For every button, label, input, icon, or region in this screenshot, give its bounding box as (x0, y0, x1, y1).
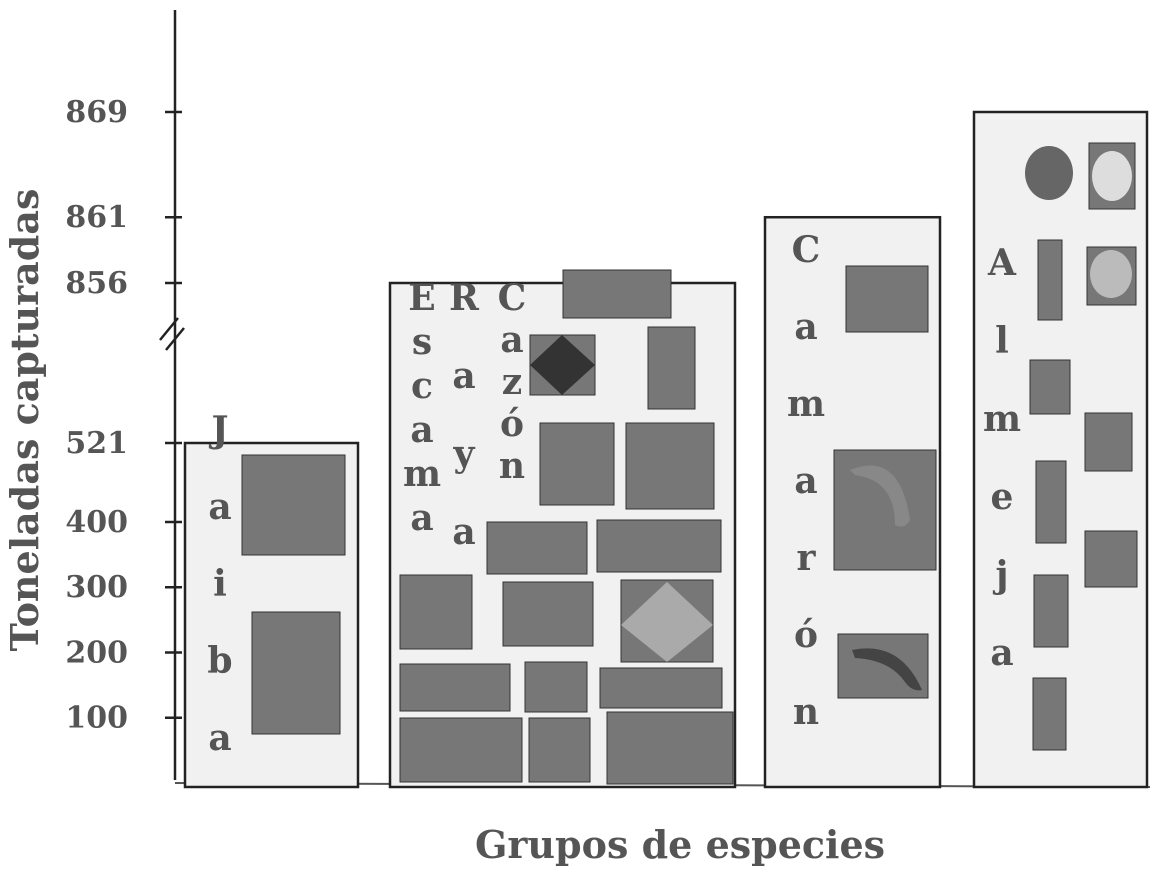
shrimp-photo (852, 648, 922, 691)
shrimp-photo (850, 465, 910, 527)
clam-photo (1084, 530, 1138, 588)
bar-label-letter: i (213, 563, 227, 605)
fish-photo (562, 269, 672, 319)
y-tick-label: 861 (65, 200, 128, 235)
bar-label-letter: J (208, 409, 228, 451)
ray-photo (621, 582, 713, 662)
clam-photo (1032, 677, 1067, 751)
ray-photo (539, 422, 615, 506)
shark-photo (606, 711, 734, 785)
bar-label-letter: b (207, 640, 232, 682)
y-axis-title: Toneladas capturadas (2, 189, 47, 652)
y-tick-label: 521 (65, 426, 128, 461)
bar-label-letter: a (990, 632, 1013, 674)
bar-label-letter: a (452, 511, 475, 553)
shrimp-photo (833, 449, 937, 571)
ray-photo (528, 717, 591, 783)
bar-label-letter: s (412, 321, 432, 363)
clam-photo (1033, 574, 1069, 648)
clam-photo (1035, 460, 1067, 544)
shark-photo (599, 667, 723, 709)
clam-photo (1029, 359, 1071, 415)
fish-photo (502, 581, 594, 647)
fish-photo (399, 574, 473, 650)
bar-label-letter: m (403, 453, 441, 495)
bar-label-letter: m (983, 398, 1021, 440)
bar-label-letter: z (502, 361, 522, 403)
bar-label-letter: A (987, 242, 1017, 284)
shark-photo (596, 519, 722, 573)
axis-break-mark (159, 317, 179, 341)
ray-photo (647, 326, 696, 410)
bar-label-letter: n (499, 445, 525, 487)
clam-photo (1092, 151, 1132, 201)
bar-label-letter: j (992, 554, 1008, 596)
bar-label-letter: c (411, 365, 433, 407)
bar-label-letter: a (794, 460, 817, 502)
bar-label-letter: l (995, 320, 1009, 362)
y-tick-label: 869 (65, 95, 128, 130)
ray-photo (524, 661, 588, 713)
bar-label-letter: a (452, 355, 475, 397)
fish-photo (399, 717, 523, 783)
shrimp-photo (845, 265, 929, 333)
bar-label-letter: e (991, 476, 1014, 518)
bar-label-letter: C (792, 229, 821, 271)
clam-photo (1090, 250, 1132, 298)
bar-label-letter: E (408, 277, 435, 319)
bar-label-letter: C (498, 277, 527, 319)
clam-photo (1037, 239, 1063, 321)
photos (241, 142, 1138, 785)
fish-photo (486, 521, 588, 575)
bar-label-letter: ó (500, 403, 524, 445)
y-tick-label: 400 (65, 505, 128, 540)
y-tick-label: 100 (65, 701, 128, 736)
bar-label-letter: a (500, 319, 523, 361)
bar-label-letter: a (410, 409, 433, 451)
crab-photo (251, 611, 341, 735)
bar-label-letter: a (208, 717, 231, 759)
bar-label-letter: a (410, 497, 433, 539)
clam-photo (1025, 146, 1073, 200)
bar-label-letter: a (794, 306, 817, 348)
bar-label-letter: R (449, 277, 480, 319)
clam-photo (1084, 412, 1133, 472)
bar-label-letter: ó (794, 614, 818, 656)
bar-label-letter: m (787, 383, 825, 425)
bar-label-letter: r (797, 537, 817, 579)
ray-photo (530, 335, 595, 395)
crab-photo (241, 454, 346, 556)
bar-label-letter: a (208, 486, 231, 528)
axis-break-mark (165, 327, 185, 351)
y-tick-label: 856 (65, 266, 128, 301)
bar-label-letter: y (453, 433, 476, 475)
y-ticks: 100 200 300 400 521 856 861 869 (65, 95, 182, 736)
y-tick-label: 200 (65, 635, 128, 670)
bar-label-letter: n (793, 691, 819, 733)
ray-photo (625, 422, 715, 510)
fish-photo (399, 663, 511, 712)
x-axis-title: Grupos de especies (475, 822, 885, 867)
y-tick-label: 300 (65, 570, 128, 605)
